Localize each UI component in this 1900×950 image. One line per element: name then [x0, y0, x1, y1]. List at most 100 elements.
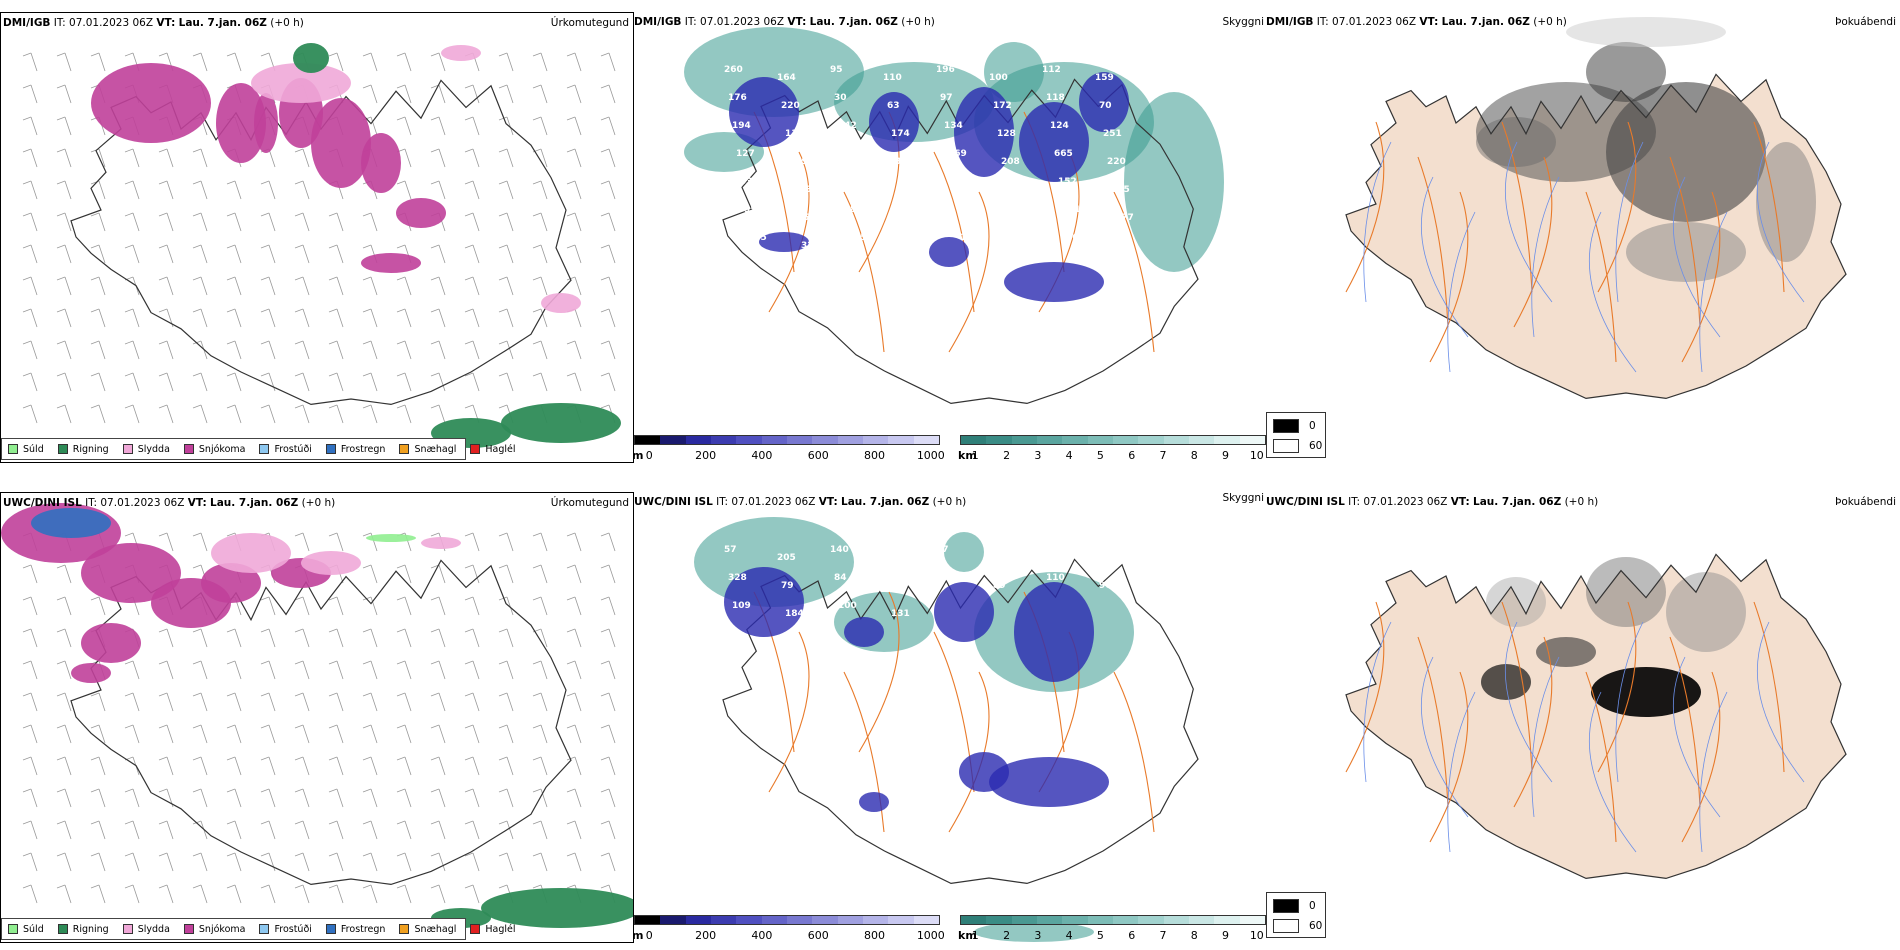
wind-barb-flag	[260, 52, 270, 57]
legend-label: Slydda	[137, 923, 170, 935]
cloud-base-value: 118	[1046, 93, 1065, 103]
panel-title: Úrkomutegund	[550, 497, 629, 509]
wind-barb	[30, 148, 38, 168]
fog-legend: 0 60	[1266, 412, 1326, 458]
road	[1669, 636, 1701, 808]
wind-barb-flag	[498, 148, 508, 153]
wind-barb	[268, 308, 276, 328]
wind-barb-flag	[600, 372, 610, 377]
precip-map-bottom	[1, 503, 633, 928]
wind-barb	[404, 628, 412, 648]
wind-barb	[268, 628, 276, 648]
wind-barb-flag	[294, 180, 304, 185]
colorbar-tick: 8	[1190, 449, 1198, 462]
wind-barb	[370, 340, 378, 360]
wind-barb	[506, 180, 514, 200]
wind-barb-flag	[56, 84, 66, 89]
cloud-base-value: 129	[883, 553, 902, 563]
colorbar-step	[986, 916, 1012, 924]
wind-barb-flag	[600, 148, 610, 153]
valid-time: Lau. 7.jan. 06Z	[178, 17, 267, 29]
wind-barb	[302, 340, 310, 360]
wind-barb-flag	[600, 340, 610, 345]
wind-barb-flag	[464, 884, 474, 889]
wind-barb	[608, 372, 616, 392]
wind-barb-flag	[464, 276, 474, 281]
cloud-base-value: 89	[993, 581, 1006, 591]
wind-barb-flag	[192, 180, 202, 185]
wind-barb	[438, 820, 446, 840]
wind-barb	[540, 308, 548, 328]
wind-barbs	[22, 52, 616, 424]
colorbar-tick: 6	[1128, 449, 1136, 462]
wind-barb	[608, 244, 616, 264]
wind-barb	[30, 852, 38, 872]
wind-barb	[302, 596, 310, 616]
wind-barb	[268, 852, 276, 872]
colorbar-tick: 7	[1159, 929, 1167, 942]
legend-item: Frostúði	[259, 924, 312, 935]
wind-barb	[540, 820, 548, 840]
wind-barb-flag	[192, 308, 202, 313]
wind-barb-flag	[56, 180, 66, 185]
wind-barb-flag	[362, 404, 372, 409]
wind-barb-flag	[430, 244, 440, 249]
wind-barb-flag	[328, 372, 338, 377]
iceland-coastline	[722, 558, 1199, 885]
fog-swatch-high	[1273, 899, 1299, 913]
colorbar-step	[913, 916, 939, 924]
wind-barb-flag	[600, 852, 610, 857]
legend-label: Frostregn	[340, 443, 386, 455]
sleet-cell	[541, 293, 581, 313]
wind-barb-flag	[158, 724, 168, 729]
wind-barb-flag	[226, 692, 236, 697]
wind-barb	[540, 724, 548, 744]
colorbar-step	[1163, 436, 1189, 444]
fog-legend-high: 0	[1309, 420, 1316, 432]
wind-barb-flag	[56, 756, 66, 761]
wind-barb-flag	[260, 884, 270, 889]
cloud-base-value: 665	[1054, 149, 1073, 159]
wind-barb	[30, 596, 38, 616]
wind-barb-flag	[566, 276, 576, 281]
wind-barb-flag	[566, 628, 576, 633]
colorbar-step	[710, 916, 737, 924]
wind-barb-flag	[532, 564, 542, 569]
colorbar-step	[1239, 916, 1265, 924]
river	[1615, 621, 1644, 783]
init-time: 07.01.2023 06Z	[731, 496, 816, 508]
wind-barb	[472, 180, 480, 200]
wind-barb	[404, 756, 412, 776]
wind-barb-flag	[260, 820, 270, 825]
wind-barb	[472, 852, 480, 872]
wind-barb-flag	[498, 692, 508, 697]
wind-barb-flag	[566, 884, 576, 889]
cloud-base-value: 86	[1066, 233, 1079, 243]
fog-panel-bottom: UWC/DINI ISL IT: 07.01.2023 06Z VT: Lau.…	[1266, 492, 1900, 943]
cloud-base-value: 176	[728, 93, 747, 103]
lead-time: (+0 h)	[301, 497, 336, 509]
road	[1345, 601, 1385, 773]
wind-barb-flag	[362, 212, 372, 217]
wind-barb-flag	[22, 564, 32, 569]
legend-swatch	[57, 924, 68, 934]
colorbar-step	[961, 436, 987, 444]
road	[948, 191, 990, 353]
wind-barb	[200, 628, 208, 648]
wind-barb-flag	[532, 660, 542, 665]
wind-barb-flag	[158, 148, 168, 153]
colorbar-step	[1011, 436, 1037, 444]
wind-barb	[540, 564, 548, 584]
wind-barb-flag	[56, 148, 66, 153]
colorbar-tick: 400	[751, 449, 773, 462]
wind-barb-flag	[90, 788, 100, 793]
wind-barb-flag	[294, 628, 304, 633]
cloud-base-value: 121	[989, 553, 1008, 563]
wind-barb	[64, 756, 72, 776]
low-cloud-area	[869, 92, 919, 152]
wind-barb	[268, 212, 276, 232]
wind-barb-flag	[566, 148, 576, 153]
wind-barb	[608, 628, 616, 648]
wind-barb	[370, 372, 378, 392]
river	[1363, 141, 1392, 303]
